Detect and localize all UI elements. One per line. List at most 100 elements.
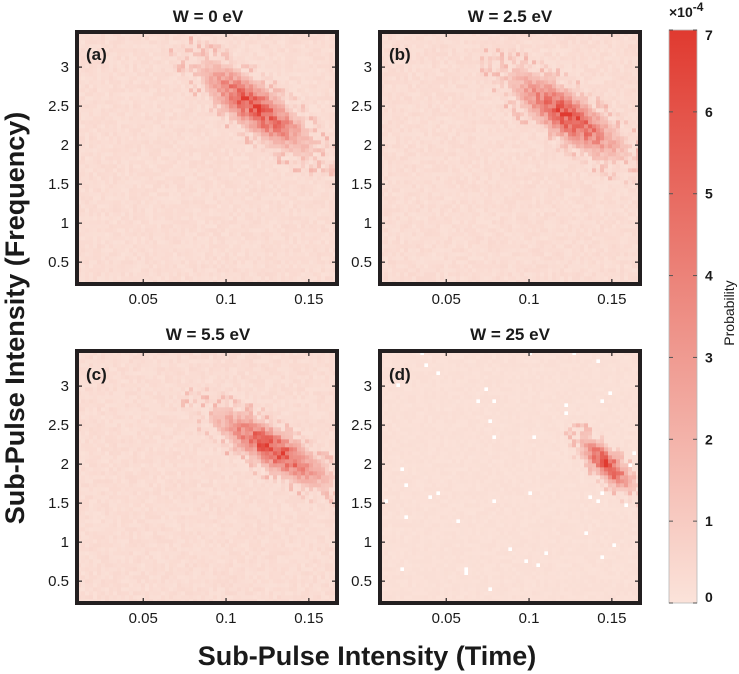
- heatmap-cell: [129, 252, 134, 257]
- heatmap-cell: [317, 136, 322, 141]
- heatmap-cell: [153, 208, 158, 213]
- heatmap-cell: [257, 276, 262, 281]
- heatmap-cell: [225, 40, 230, 45]
- heatmap-cell: [153, 72, 158, 77]
- heatmap-cell: [181, 212, 186, 217]
- heatmap-cell: [105, 172, 110, 177]
- heatmap-cell: [257, 168, 262, 173]
- heatmap-cell: [209, 36, 214, 41]
- heatmap-cell: [408, 84, 413, 89]
- heatmap-cell: [161, 92, 166, 97]
- heatmap-cell: [380, 184, 385, 189]
- heatmap-cell: [109, 52, 114, 57]
- heatmap-cell: [388, 112, 393, 117]
- heatmap-cell: [233, 44, 238, 49]
- heatmap-cell: [137, 80, 142, 85]
- heatmap-cell: [293, 100, 298, 105]
- heatmap-cell: [97, 140, 102, 145]
- heatmap-cell: [237, 196, 242, 201]
- heatmap-cell: [145, 124, 150, 129]
- heatmap-cell: [313, 236, 318, 241]
- heatmap-cell: [77, 124, 82, 129]
- heatmap-cell: [133, 32, 138, 37]
- heatmap-cell: [89, 96, 94, 101]
- heatmap-cell: [113, 144, 118, 149]
- heatmap-cell: [217, 204, 222, 209]
- heatmap-cell: [412, 240, 417, 245]
- heatmap-cell: [85, 200, 90, 205]
- heatmap-cell: [181, 84, 186, 89]
- heatmap-cell: [301, 116, 306, 121]
- heatmap-cell: [197, 132, 202, 137]
- heatmap-cell: [121, 172, 126, 177]
- heatmap-cell: [137, 100, 142, 105]
- heatmap-cell: [113, 264, 118, 269]
- heatmap-cell: [301, 152, 306, 157]
- heatmap-cell: [305, 224, 310, 229]
- heatmap-cell: [137, 88, 142, 93]
- heatmap-cell: [241, 276, 246, 281]
- heatmap-cell: [229, 52, 234, 57]
- heatmap-cell: [384, 132, 389, 137]
- heatmap-cell: [157, 172, 162, 177]
- heatmap-cell: [189, 76, 194, 81]
- heatmap-cell: [329, 260, 334, 265]
- heatmap-cell: [428, 204, 433, 209]
- heatmap-cell: [177, 52, 182, 57]
- heatmap-cell: [408, 56, 413, 61]
- heatmap-cell: [241, 32, 246, 37]
- heatmap-cell: [265, 264, 270, 269]
- heatmap-cell: [432, 148, 437, 153]
- heatmap-cell: [400, 168, 405, 173]
- heatmap-cell: [181, 192, 186, 197]
- heatmap-cell: [89, 72, 94, 77]
- heatmap-cell: [209, 168, 214, 173]
- heatmap-cell: [297, 92, 302, 97]
- heatmap-cell: [293, 272, 298, 277]
- heatmap-cell: [420, 240, 425, 245]
- heatmap-cell: [101, 44, 106, 49]
- heatmap-cell: [161, 60, 166, 65]
- heatmap-cell: [313, 96, 318, 101]
- heatmap-cell: [408, 92, 413, 97]
- heatmap-cell: [185, 188, 190, 193]
- heatmap-cell: [301, 236, 306, 241]
- heatmap-cell: [149, 64, 154, 69]
- heatmap-cell: [225, 204, 230, 209]
- heatmap-cell: [113, 128, 118, 133]
- heatmap-cell: [81, 192, 86, 197]
- heatmap-cell: [285, 148, 290, 153]
- heatmap-cell: [380, 172, 385, 177]
- heatmap-cell: [233, 224, 238, 229]
- heatmap-cell: [133, 80, 138, 85]
- heatmap-cell: [113, 48, 118, 53]
- heatmap-cell: [213, 44, 218, 49]
- heatmap-cell: [273, 188, 278, 193]
- heatmap-cell: [400, 44, 405, 49]
- heatmap-cell: [133, 48, 138, 53]
- heatmap-cell: [93, 156, 98, 161]
- heatmap-cell: [101, 100, 106, 105]
- heatmap-cell: [309, 144, 314, 149]
- heatmap-cell: [149, 192, 154, 197]
- heatmap-cell: [241, 260, 246, 265]
- heatmap-cell: [400, 60, 405, 65]
- heatmap-cell: [265, 120, 270, 125]
- heatmap-cell: [301, 176, 306, 181]
- heatmap-cell: [273, 184, 278, 189]
- heatmap-cell: [253, 236, 258, 241]
- heatmap-cell: [129, 104, 134, 109]
- heatmap-cell: [201, 132, 206, 137]
- heatmap-cell: [293, 140, 298, 145]
- heatmap-cell: [237, 152, 242, 157]
- heatmap-cell: [81, 232, 86, 237]
- heatmap-cell: [273, 264, 278, 269]
- heatmap-cell: [400, 136, 405, 141]
- heatmap-cell: [165, 228, 170, 233]
- heatmap-cell: [229, 36, 234, 41]
- heatmap-cell: [416, 144, 421, 149]
- heatmap-cell: [113, 132, 118, 137]
- heatmap-cell: [93, 212, 98, 217]
- heatmap-cell: [432, 220, 437, 225]
- heatmap-cell: [137, 140, 142, 145]
